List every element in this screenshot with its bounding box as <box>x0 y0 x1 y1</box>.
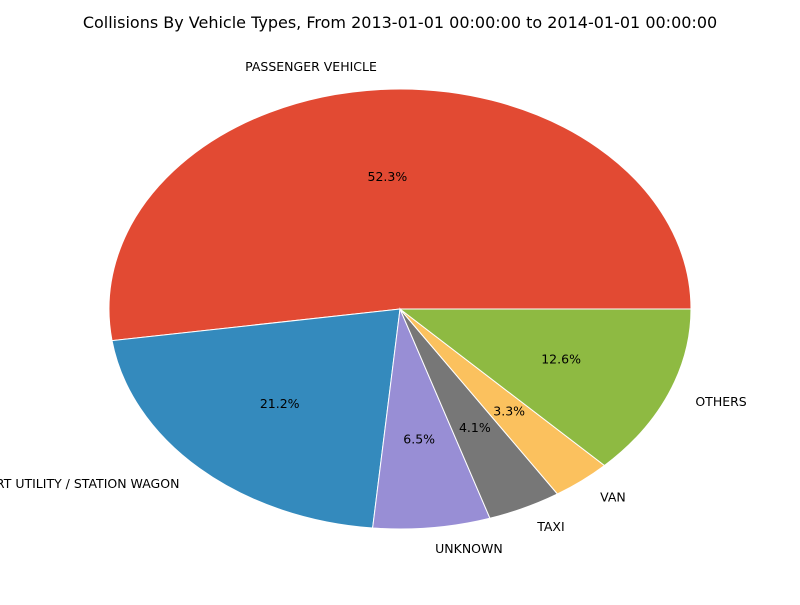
slice-label-others: OTHERS <box>695 394 746 409</box>
slice-percent-van: 3.3% <box>493 404 525 419</box>
slice-label-unknown: UNKNOWN <box>435 541 503 556</box>
slice-label-passenger-vehicle: PASSENGER VEHICLE <box>245 59 377 74</box>
pie-slice-others <box>398 308 692 467</box>
slice-label-van: VAN <box>600 489 626 504</box>
pie-slices <box>108 88 692 530</box>
slice-percent-unknown: 6.5% <box>403 432 435 447</box>
slice-percent-others: 12.6% <box>541 351 581 366</box>
chart-title: Collisions By Vehicle Types, From 2013-0… <box>83 13 717 32</box>
slice-percent-taxi: 4.1% <box>459 420 491 435</box>
slice-percent-passenger-vehicle: 52.3% <box>368 169 408 184</box>
pie-slice-passenger-vehicle <box>108 88 692 342</box>
pie-labels: PASSENGER VEHICLE 52.3% SPORT UTILITY / ST… <box>0 59 747 556</box>
pie-slice-unknown <box>372 307 491 530</box>
slice-label-taxi: TAXI <box>536 519 564 534</box>
slice-label-sport-utility-station-wagon: SPORT UTILITY / STATION WAGON <box>0 476 179 491</box>
pie-slice-sport-utility-station-wagon <box>111 308 401 529</box>
slice-percent-sport-utility-station-wagon: 21.2% <box>260 396 300 411</box>
